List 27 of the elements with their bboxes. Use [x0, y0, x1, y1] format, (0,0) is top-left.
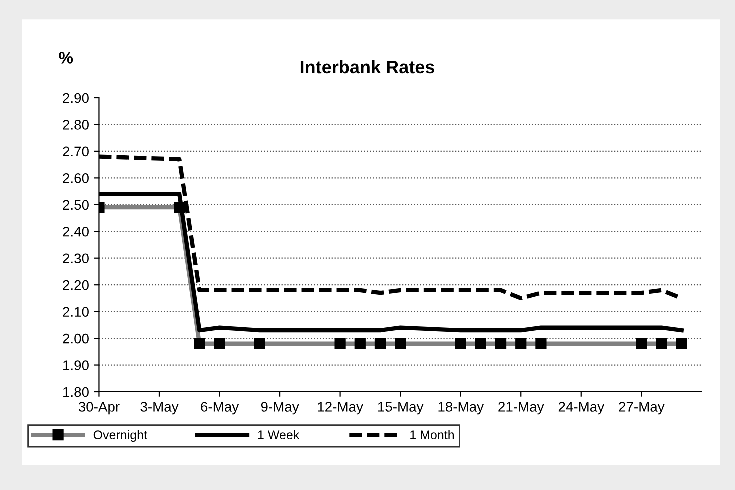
x-tick-label: 18-May [438, 402, 484, 415]
y-tick-label: 2.30 [63, 254, 89, 264]
y-tick-label: 2.20 [63, 280, 89, 290]
y-tick-label: 1.90 [64, 360, 89, 370]
x-tick-label: 24-May [558, 402, 605, 415]
x-tick-label: 15-May [378, 402, 424, 415]
y-tick-label: 2.90 [63, 93, 89, 104]
y-tick-label: 1.80 [64, 387, 89, 398]
chart-title: Interbank Rates [300, 60, 434, 74]
legend-label: 1 Month [410, 430, 454, 440]
x-tick-label: 9-May [261, 402, 300, 415]
x-tick-label: 30-Apr [78, 402, 120, 415]
y-tick-label: 2.70 [63, 146, 89, 157]
y-tick-label: 2.40 [63, 226, 89, 237]
legend-label: 1 Week [258, 430, 300, 440]
y-tick-label: 2.00 [63, 334, 89, 344]
y-tick-label: 2.10 [63, 307, 89, 317]
x-tick-label: 21-May [498, 402, 544, 415]
y-tick-label: 2.60 [63, 174, 89, 184]
y-tick-label: 2.50 [63, 200, 89, 210]
y-axis-title: % [59, 52, 74, 64]
y-tick-label: 2.80 [63, 120, 89, 130]
x-tick-label: 27-May [619, 402, 665, 415]
x-tick-label: 3-May [140, 402, 179, 415]
x-tick-label: 6-May [201, 402, 240, 415]
legend-label: Overnight [94, 430, 148, 442]
x-tick-label: 12-May [318, 402, 364, 415]
